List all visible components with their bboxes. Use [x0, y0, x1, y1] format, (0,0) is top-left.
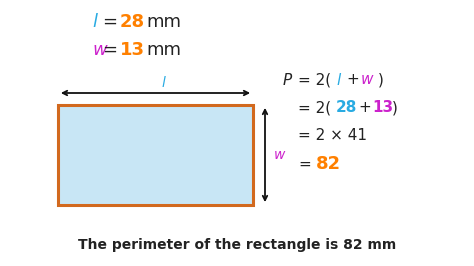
- Text: mm: mm: [146, 13, 181, 31]
- Text: +: +: [358, 101, 371, 115]
- Text: The perimeter of the rectangle is 82 mm: The perimeter of the rectangle is 82 mm: [78, 238, 396, 252]
- Text: $l$: $l$: [161, 75, 166, 90]
- Text: $w$: $w$: [360, 73, 374, 88]
- Text: =: =: [102, 13, 117, 31]
- Text: 13: 13: [120, 41, 145, 59]
- Text: 28: 28: [336, 101, 357, 115]
- Text: = 2(: = 2(: [298, 73, 331, 88]
- Text: ): ): [378, 73, 384, 88]
- Text: +: +: [346, 73, 359, 88]
- Text: =: =: [298, 156, 311, 172]
- Text: $P$: $P$: [282, 72, 293, 88]
- Text: mm: mm: [146, 41, 181, 59]
- Text: ): ): [392, 101, 398, 115]
- Text: 28: 28: [120, 13, 145, 31]
- Text: $w$: $w$: [92, 41, 109, 59]
- Text: = 2(: = 2(: [298, 101, 331, 115]
- Text: = 2 × 41: = 2 × 41: [298, 128, 367, 143]
- Text: 82: 82: [316, 155, 341, 173]
- Text: $l$: $l$: [336, 72, 342, 88]
- Text: 13: 13: [372, 101, 393, 115]
- Bar: [58, 105, 253, 205]
- Text: =: =: [102, 41, 117, 59]
- Text: $l$: $l$: [92, 13, 99, 31]
- Text: $w$: $w$: [273, 148, 286, 162]
